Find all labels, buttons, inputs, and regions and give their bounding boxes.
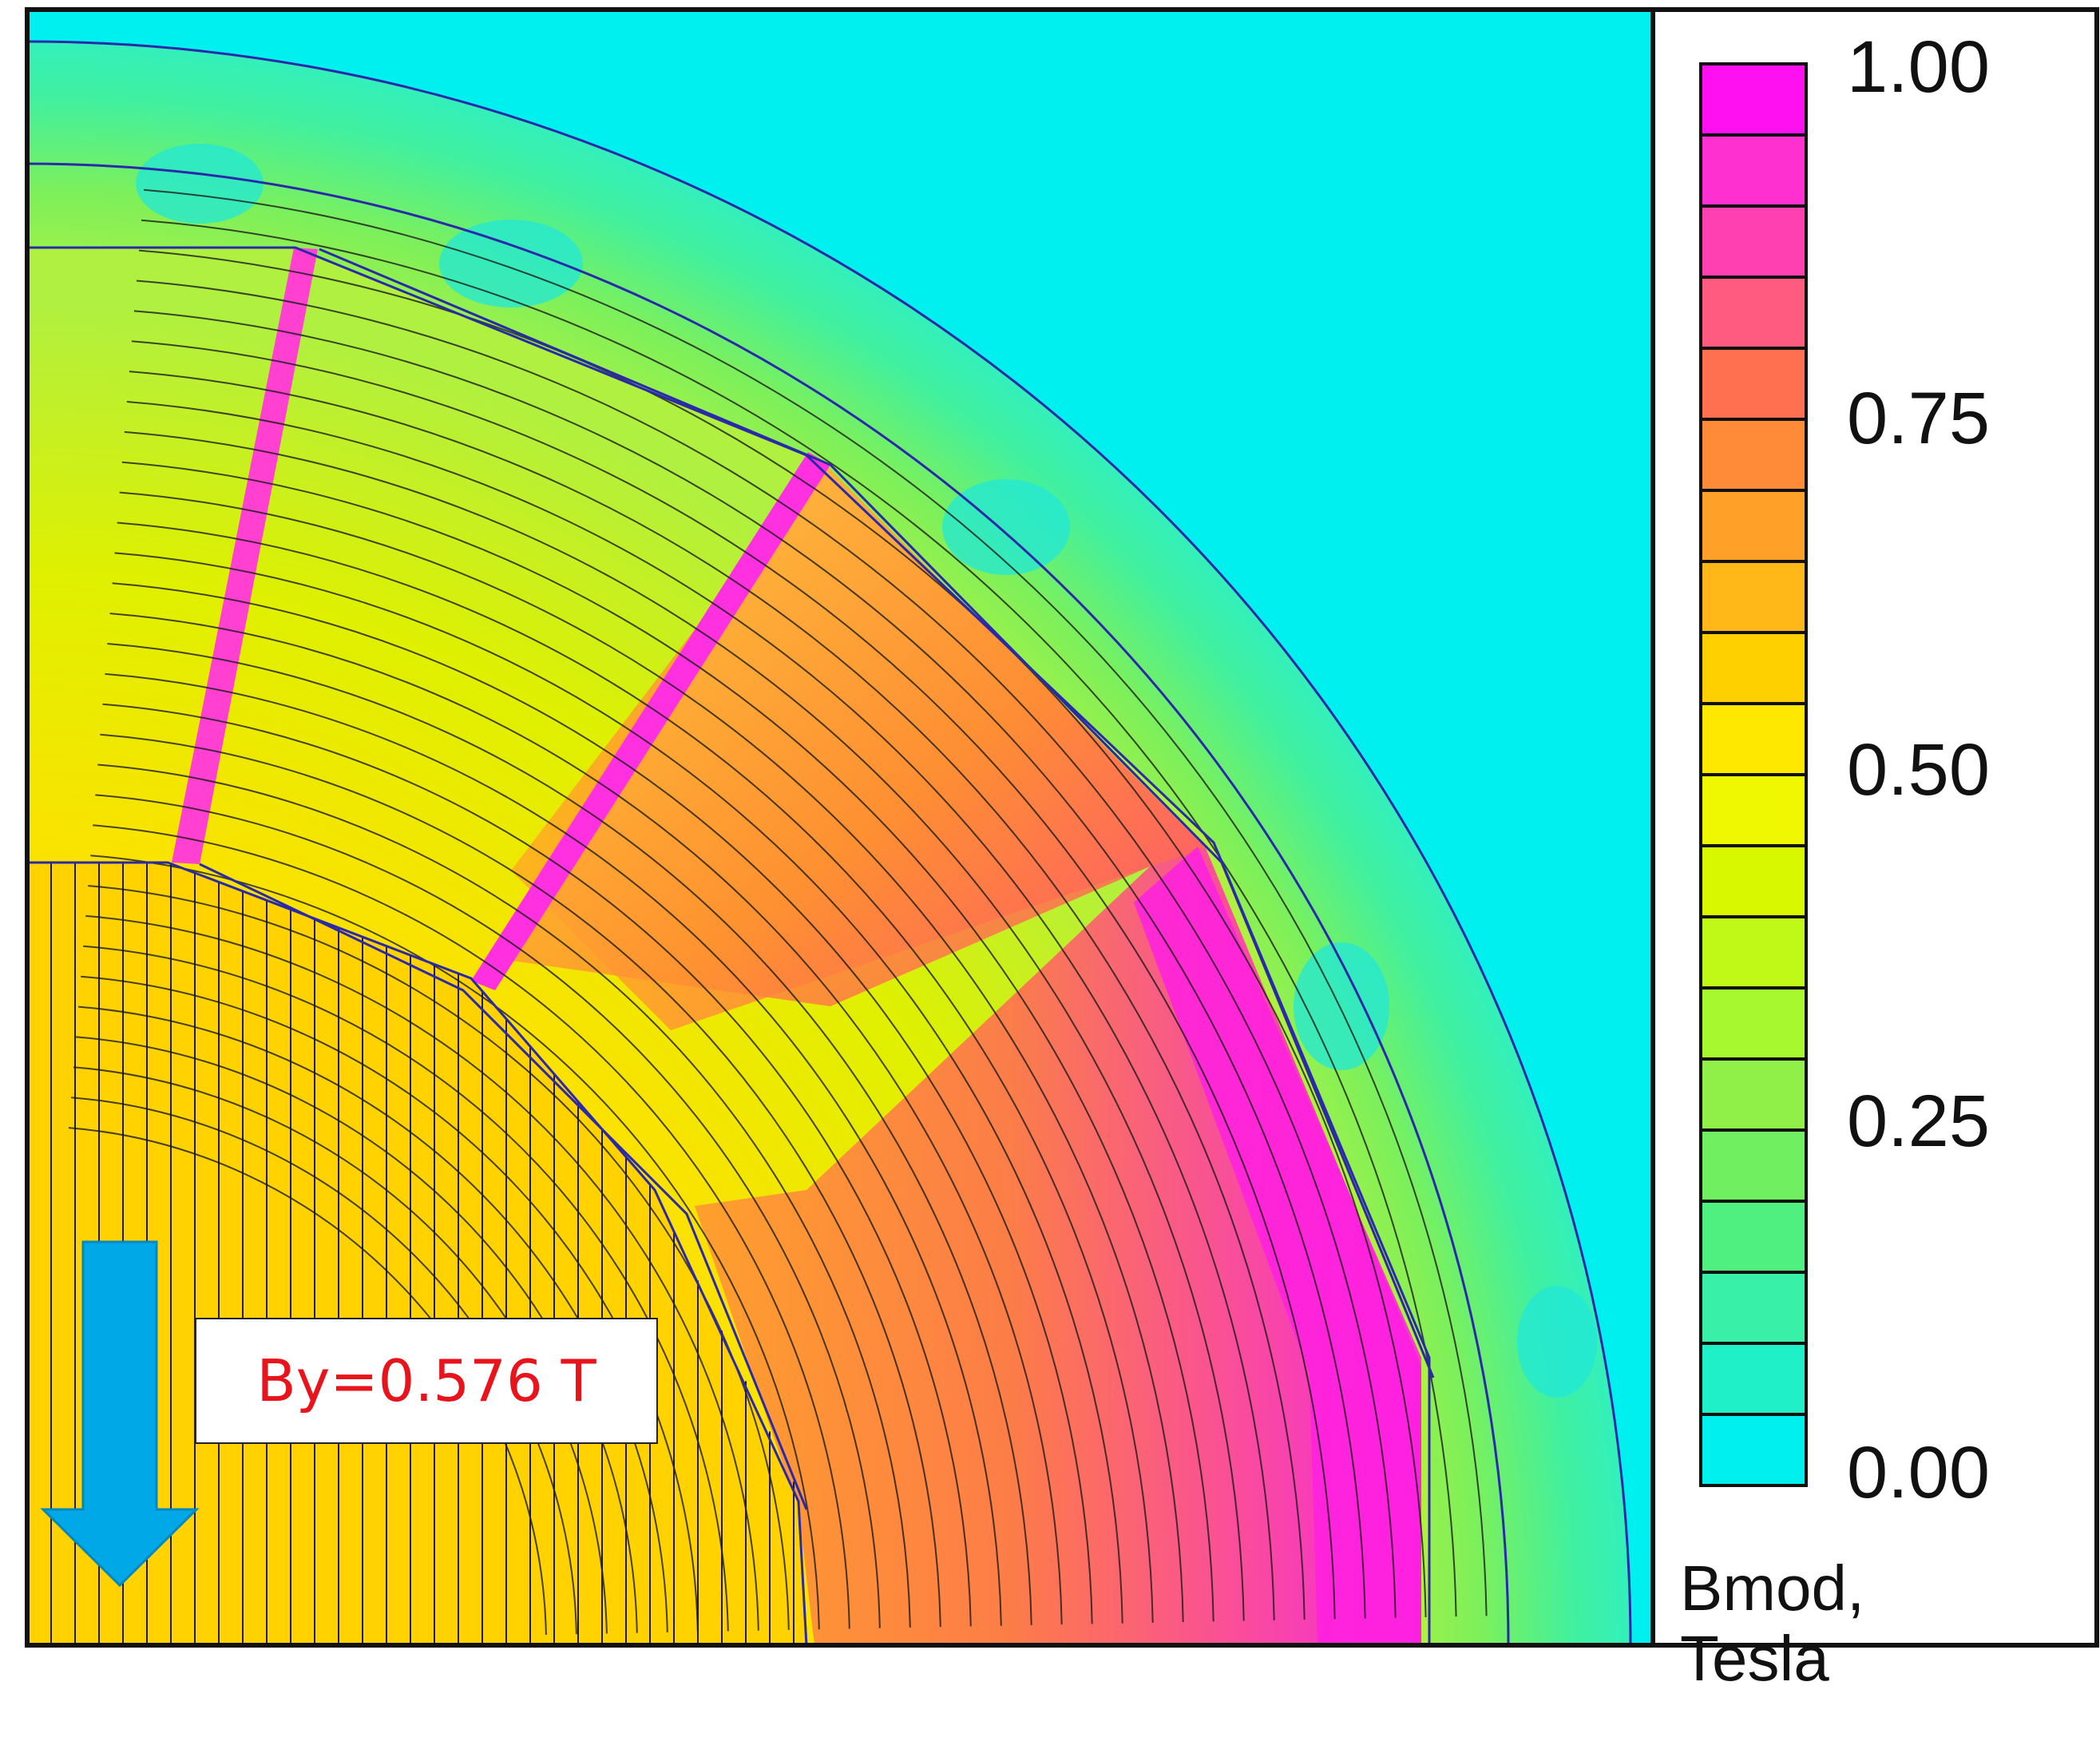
flux-line	[119, 491, 1184, 1623]
flux-line	[112, 582, 1093, 1624]
legend-tick-000: 0.00	[1846, 1432, 1990, 1513]
colorbar-band	[1699, 844, 1808, 918]
colorbar-band	[1699, 1342, 1808, 1416]
direction-arrow-icon	[40, 1240, 200, 1588]
flux-line	[102, 703, 972, 1627]
flux-line	[95, 794, 881, 1628]
colorbar-band	[1699, 1128, 1808, 1203]
flux-line	[93, 824, 850, 1629]
legend-tick-050: 0.50	[1846, 729, 1990, 811]
colorbar-band	[1699, 1271, 1808, 1345]
flux-line	[68, 1127, 547, 1636]
flux-line	[97, 763, 911, 1628]
slot-openings	[136, 144, 1597, 1398]
colorbar-band	[1699, 133, 1808, 208]
colorbar-band	[1699, 62, 1808, 137]
colorbar-band	[1699, 347, 1808, 421]
colorbar-band	[1699, 276, 1808, 350]
legend-tick-075: 0.75	[1846, 378, 1990, 459]
flux-line	[126, 401, 1275, 1620]
flux-line	[107, 643, 1032, 1625]
flux-lines-arcs	[68, 188, 1488, 1636]
colorbar-band	[1699, 418, 1808, 492]
plot-area	[27, 10, 1653, 1645]
flux-line	[90, 855, 820, 1630]
colorbar-band	[1699, 1200, 1808, 1274]
colorbar-band	[1699, 631, 1808, 705]
colorbar-band	[1699, 560, 1808, 634]
flux-line	[85, 914, 759, 1631]
flux-line	[100, 733, 941, 1628]
flux-line	[133, 310, 1366, 1619]
colorbar-band	[1699, 702, 1808, 776]
colorbar-band	[1699, 489, 1808, 563]
colorbar-band	[1699, 915, 1808, 990]
legend-title-line1: Bmod,	[1680, 1553, 1865, 1624]
annotation-text: By=0.576 T	[256, 1347, 596, 1414]
geometry-outline	[27, 40, 1632, 1645]
flux-line	[105, 672, 1002, 1626]
flux-line	[88, 885, 790, 1630]
colorbar-band	[1699, 986, 1808, 1061]
flux-line	[76, 1036, 638, 1633]
colorbar-band	[1699, 204, 1808, 279]
magnet-slot-mid	[471, 452, 830, 990]
colorbar-band	[1699, 1413, 1808, 1487]
flux-line	[114, 552, 1123, 1624]
flux-line	[81, 975, 699, 1632]
flux-line	[73, 1066, 608, 1634]
magnet-pole-2	[495, 462, 1206, 1006]
colorbar-band	[1699, 773, 1808, 847]
flux-line	[129, 371, 1306, 1620]
flux-line	[144, 188, 1488, 1616]
flux-line	[141, 219, 1457, 1617]
annotation-box: By=0.576 T	[195, 1318, 658, 1444]
legend-tick-100: 1.00	[1846, 26, 1990, 108]
colorbar	[1699, 62, 1808, 1487]
flux-line	[131, 340, 1336, 1620]
legend-tick-025: 0.25	[1846, 1081, 1990, 1162]
flux-line	[117, 522, 1154, 1623]
flux-line	[136, 280, 1397, 1618]
legend-title: Bmod, Tesla	[1680, 1553, 1864, 1694]
flux-line	[109, 613, 1063, 1625]
flux-line	[70, 1097, 577, 1635]
hot-band	[1134, 847, 1421, 1645]
flux-line	[83, 945, 729, 1632]
flux-line	[124, 430, 1245, 1621]
flux-line	[121, 461, 1214, 1622]
magnet-slot-top	[172, 248, 318, 864]
colorbar-band	[1699, 1057, 1808, 1132]
flux-line	[78, 1005, 668, 1633]
legend-title-line2: Tesla	[1680, 1623, 1829, 1694]
shaft-region	[27, 863, 806, 1645]
